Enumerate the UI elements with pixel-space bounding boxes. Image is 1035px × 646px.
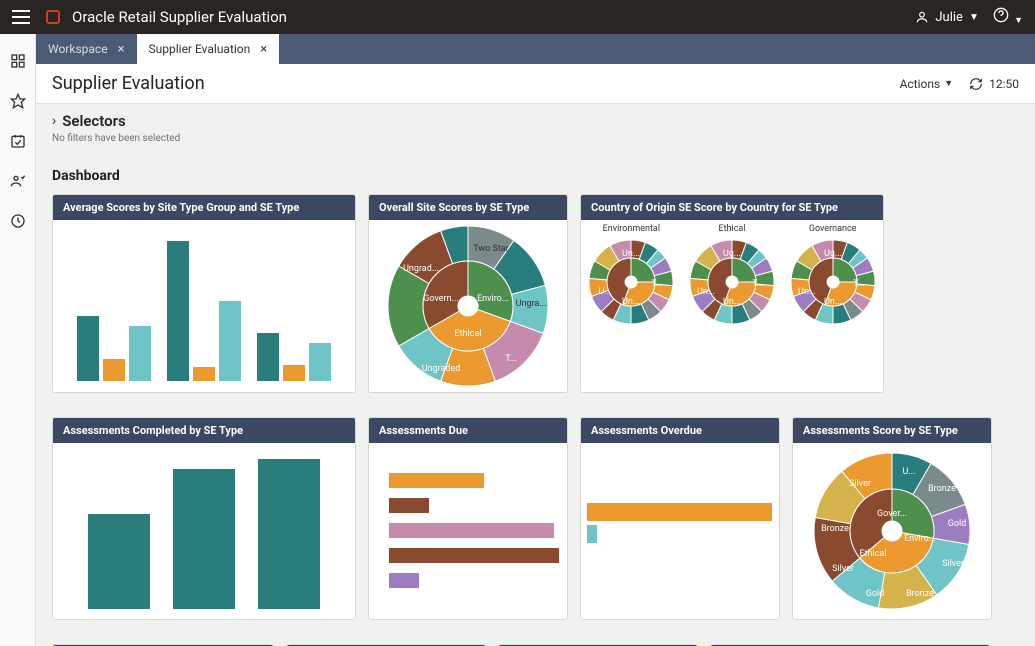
actions-menu[interactable]: Actions ▼ xyxy=(900,77,954,91)
svg-text:Un...: Un... xyxy=(824,297,842,307)
svg-text:Govern...: Govern... xyxy=(423,294,458,304)
page-title: Supplier Evaluation xyxy=(52,73,205,94)
svg-text:Gold: Gold xyxy=(865,589,884,599)
svg-text:Ug...: Ug... xyxy=(723,249,741,259)
user-name: Julie xyxy=(935,10,963,25)
card-assess-overdue: Assessments Overdue xyxy=(580,417,780,620)
refresh-icon xyxy=(969,77,983,91)
clock-icon[interactable] xyxy=(9,212,27,230)
dashboard-title: Dashboard xyxy=(52,168,1019,184)
svg-text:Silver: Silver xyxy=(942,559,964,569)
top-bar: Oracle Retail Supplier Evaluation Julie … xyxy=(0,0,1035,34)
bar-chart xyxy=(53,231,355,391)
svg-text:Ethical: Ethical xyxy=(859,549,886,559)
svg-text:U...: U... xyxy=(599,287,612,297)
svg-text:Un...: Un... xyxy=(798,287,816,297)
close-icon[interactable]: × xyxy=(118,42,125,57)
close-icon[interactable]: × xyxy=(260,42,267,57)
svg-text:Ungrad...: Ungrad... xyxy=(403,264,439,274)
star-icon[interactable] xyxy=(9,92,27,110)
user-menu[interactable]: Julie ▼ xyxy=(915,10,978,25)
multi-sunburst: EnvironmentalUn...T...Un...U...EthicalUg… xyxy=(581,220,883,328)
refresh-time: 12:50 xyxy=(989,77,1019,91)
card-country-origin: Country of Origin SE Score by Country fo… xyxy=(580,194,884,393)
actions-label: Actions xyxy=(900,77,941,91)
card-title: Assessments Due xyxy=(369,418,567,443)
svg-text:Ungraded: Ungraded xyxy=(421,364,460,374)
svg-text:Bronze: Bronze xyxy=(821,524,849,534)
menu-icon[interactable] xyxy=(12,10,30,24)
filters-note: No filters have been selected xyxy=(52,133,1019,144)
sunburst-chart: Gover... Enviro... Ethical U... Silver Bronze… xyxy=(805,446,980,616)
people-icon[interactable] xyxy=(9,172,27,190)
tab-label: Supplier Evaluation xyxy=(149,42,251,56)
card-assess-completed: Assessments Completed by SE Type xyxy=(52,417,356,620)
app-title: Oracle Retail Supplier Evaluation xyxy=(72,8,287,26)
svg-text:T...: T... xyxy=(505,354,517,364)
card-title: Assessments Score by SE Type xyxy=(793,418,991,443)
svg-text:Gover...: Gover... xyxy=(877,509,907,519)
oracle-logo-icon xyxy=(46,10,60,24)
svg-text:T...: T... xyxy=(853,279,865,289)
svg-text:U...: U... xyxy=(902,467,915,477)
card-title: Assessments Overdue xyxy=(581,418,779,443)
tab-workspace[interactable]: Workspace × xyxy=(36,34,137,64)
calendar-check-icon[interactable] xyxy=(9,132,27,150)
page-header: Supplier Evaluation Actions ▼ 12:50 xyxy=(36,64,1035,104)
svg-text:Un...: Un... xyxy=(622,249,640,259)
svg-text:Enviro...: Enviro... xyxy=(904,534,936,544)
svg-text:Gold: Gold xyxy=(947,519,966,529)
hbar-chart xyxy=(389,473,547,588)
svg-text:T...: T... xyxy=(652,279,664,289)
card-assess-due: Assessments Due xyxy=(368,417,568,620)
svg-text:Bronze: Bronze xyxy=(906,589,934,599)
card-avg-scores: Average Scores by Site Type Group and SE… xyxy=(52,194,356,393)
card-overall-scores: Overall Site Scores by SE Type Govern...… xyxy=(368,194,568,393)
svg-text:T...: T... xyxy=(752,279,764,289)
content-area: › Selectors No filters have been selecte… xyxy=(36,104,1035,646)
selectors-toggle[interactable]: › Selectors xyxy=(52,112,1019,130)
help-icon[interactable]: ▼ xyxy=(993,7,1023,27)
svg-text:Un...: Un... xyxy=(723,297,741,307)
tab-label: Workspace xyxy=(48,42,108,56)
svg-text:Ug...: Ug... xyxy=(824,249,842,259)
svg-text:Two Star: Two Star xyxy=(473,244,508,254)
card-assess-score: Assessments Score by SE Type Gover... Env… xyxy=(792,417,992,620)
chevron-down-icon: ▼ xyxy=(969,12,979,23)
tab-strip: Workspace × Supplier Evaluation × xyxy=(36,34,1035,64)
bar-chart xyxy=(53,454,355,619)
apps-icon[interactable] xyxy=(9,52,27,70)
svg-text:Un...: Un... xyxy=(697,287,715,297)
tab-supplier-evaluation[interactable]: Supplier Evaluation × xyxy=(137,34,280,64)
svg-text:Bronze: Bronze xyxy=(928,484,956,494)
refresh-button[interactable]: 12:50 xyxy=(969,77,1019,91)
svg-text:Silver: Silver xyxy=(832,564,854,574)
card-title: Country of Origin SE Score by Country fo… xyxy=(581,195,883,220)
svg-text:Silver: Silver xyxy=(849,479,871,489)
user-icon xyxy=(915,10,929,24)
svg-text:Enviro...: Enviro... xyxy=(477,294,509,304)
card-title: Overall Site Scores by SE Type xyxy=(369,195,567,220)
sunburst-chart: Govern... Enviro... Ethical Ungrad... Two St… xyxy=(381,221,556,391)
card-title: Assessments Completed by SE Type xyxy=(53,418,355,443)
svg-text:Ungra...: Ungra... xyxy=(515,299,546,309)
selectors-title: Selectors xyxy=(62,112,125,130)
svg-text:Un...: Un... xyxy=(622,297,640,307)
left-rail xyxy=(0,34,36,646)
chevron-right-icon: › xyxy=(52,113,56,129)
hbar-chart xyxy=(587,503,773,543)
card-title: Average Scores by Site Type Group and SE… xyxy=(53,195,355,220)
svg-text:Ethical: Ethical xyxy=(454,329,481,339)
